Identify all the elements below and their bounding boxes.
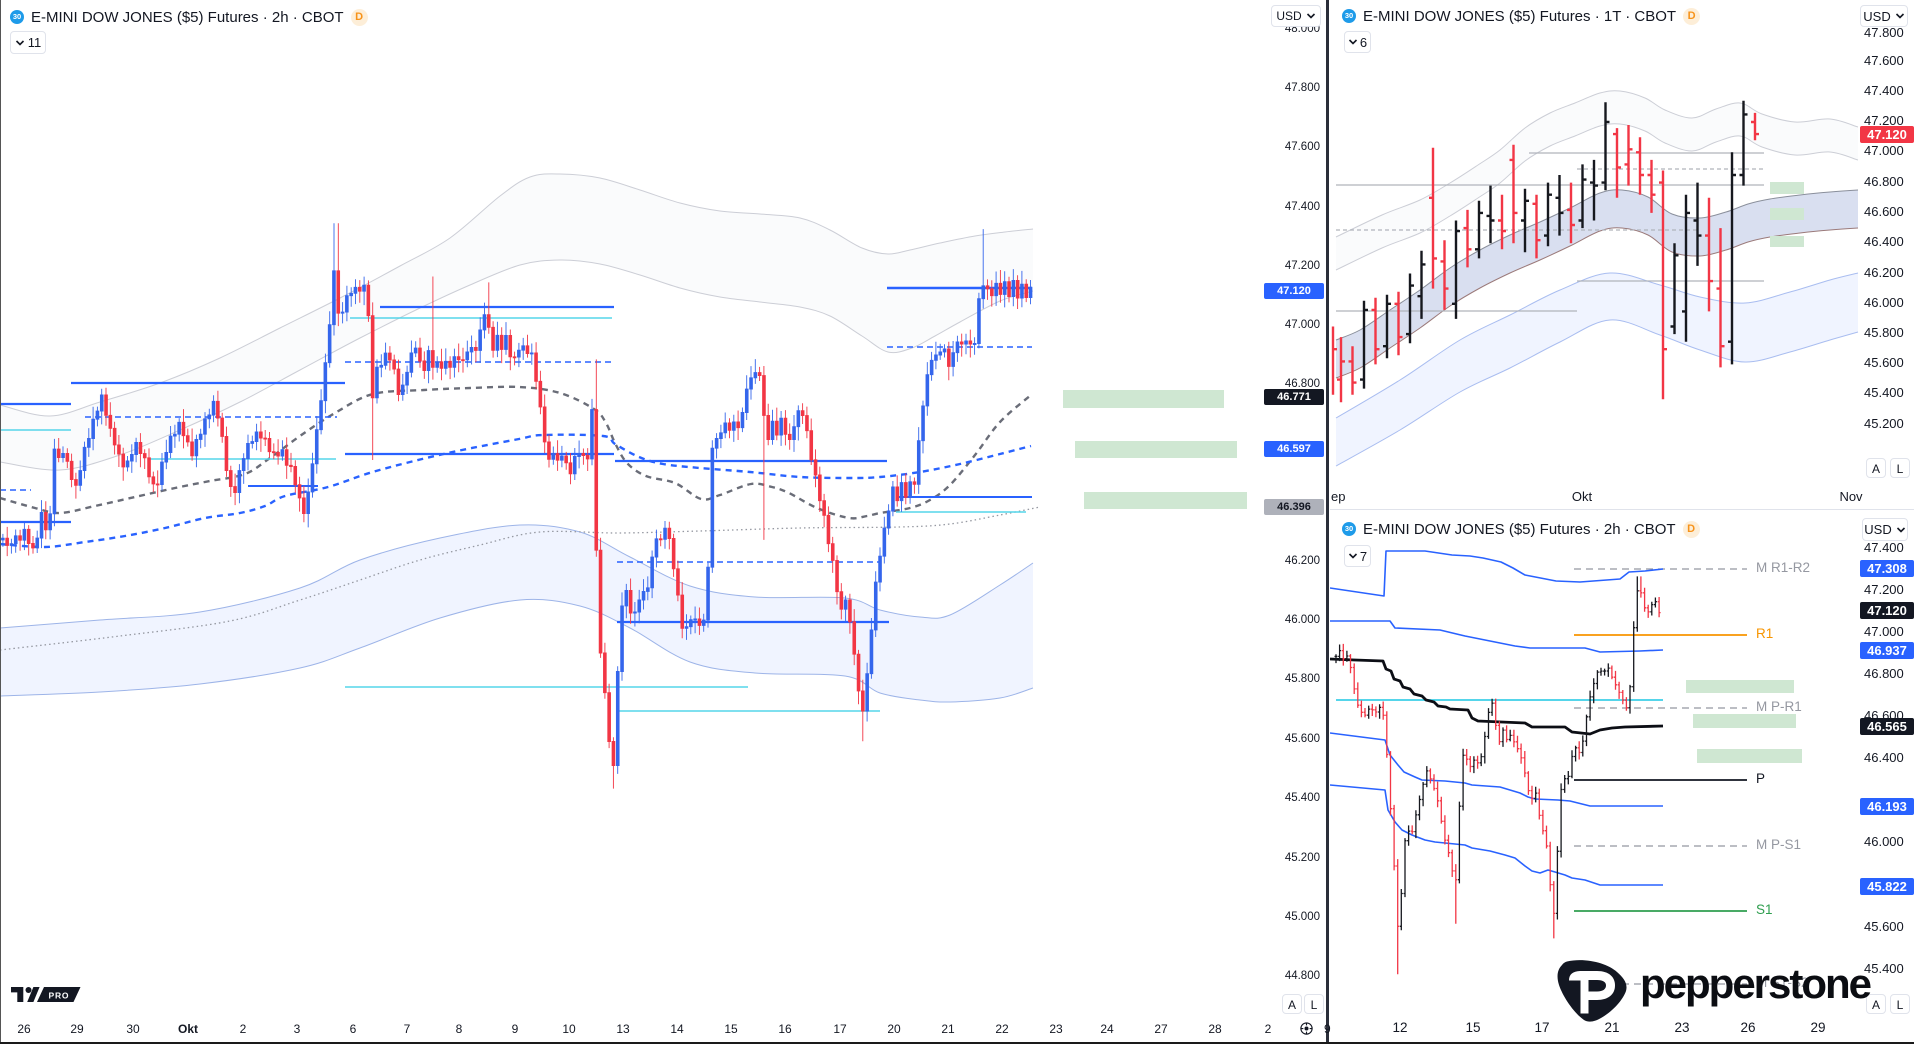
svg-text:PRO: PRO	[49, 991, 70, 1001]
svg-text:pepperstone: pepperstone	[1640, 960, 1871, 1007]
